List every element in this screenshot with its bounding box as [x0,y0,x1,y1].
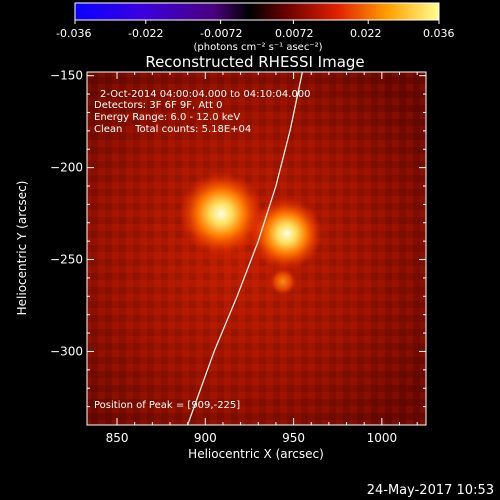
y-axis-label: Heliocentric Y (arcsec) [15,181,29,316]
emission-source-0 [179,171,264,256]
annotation-time-range: 2-Oct-2014 04:00:04.000 to 04:10:04.000 [100,89,311,100]
annotation-detectors: Detectors: 3F 6F 9F, Att 0 [94,100,222,111]
colorbar-tick-label-2: -0.0072 [200,27,242,40]
emission-source-1 [250,197,323,271]
x-axis-label: Heliocentric X (arcsec) [188,447,324,461]
annotation-clean-counts: Clean Total counts: 5.18E+04 [94,124,251,135]
date-stamp: 24-May-2017 10:53 [367,483,494,498]
x-tick-label-2: 950 [282,431,305,445]
plot-frame [86,71,427,426]
solar-limb-line [187,72,303,425]
axes: 850 900 950 1000 −150 −200 −250 −300 [50,69,426,445]
colorbar-unit-label: (photons cm⁻² s⁻¹ asec⁻²) [193,42,322,53]
annotation-peak-position: Position of Peak = [909,-225] [94,400,240,411]
colorbar [74,2,440,21]
colorbar-tick-label-3: 0.0072 [275,27,314,40]
colorbar-tick-label-4: 0.022 [350,27,382,40]
y-tick-label-0: −150 [50,69,83,83]
y-tick-label-2: −250 [50,253,83,267]
x-tick-label-3: 1000 [367,431,398,445]
y-tick-label-1: −200 [50,161,83,175]
emission-sources [179,171,323,296]
colorbar-tick-label-1: -0.022 [128,27,163,40]
image-area [87,72,426,425]
annotation-energy-range: Energy Range: 6.0 - 12.0 keV [94,112,240,123]
plot-title: Reconstructed RHESSI Image [145,53,364,71]
x-tick-label-1: 900 [194,431,217,445]
x-tick-label-0: 850 [106,431,129,445]
y-tick-label-3: −300 [50,344,83,358]
colorbar-tick-label-0: -0.036 [56,27,91,40]
colorbar-ticks [74,20,440,24]
emission-source-2 [268,267,297,296]
colorbar-tick-label-5: 0.036 [423,27,455,40]
